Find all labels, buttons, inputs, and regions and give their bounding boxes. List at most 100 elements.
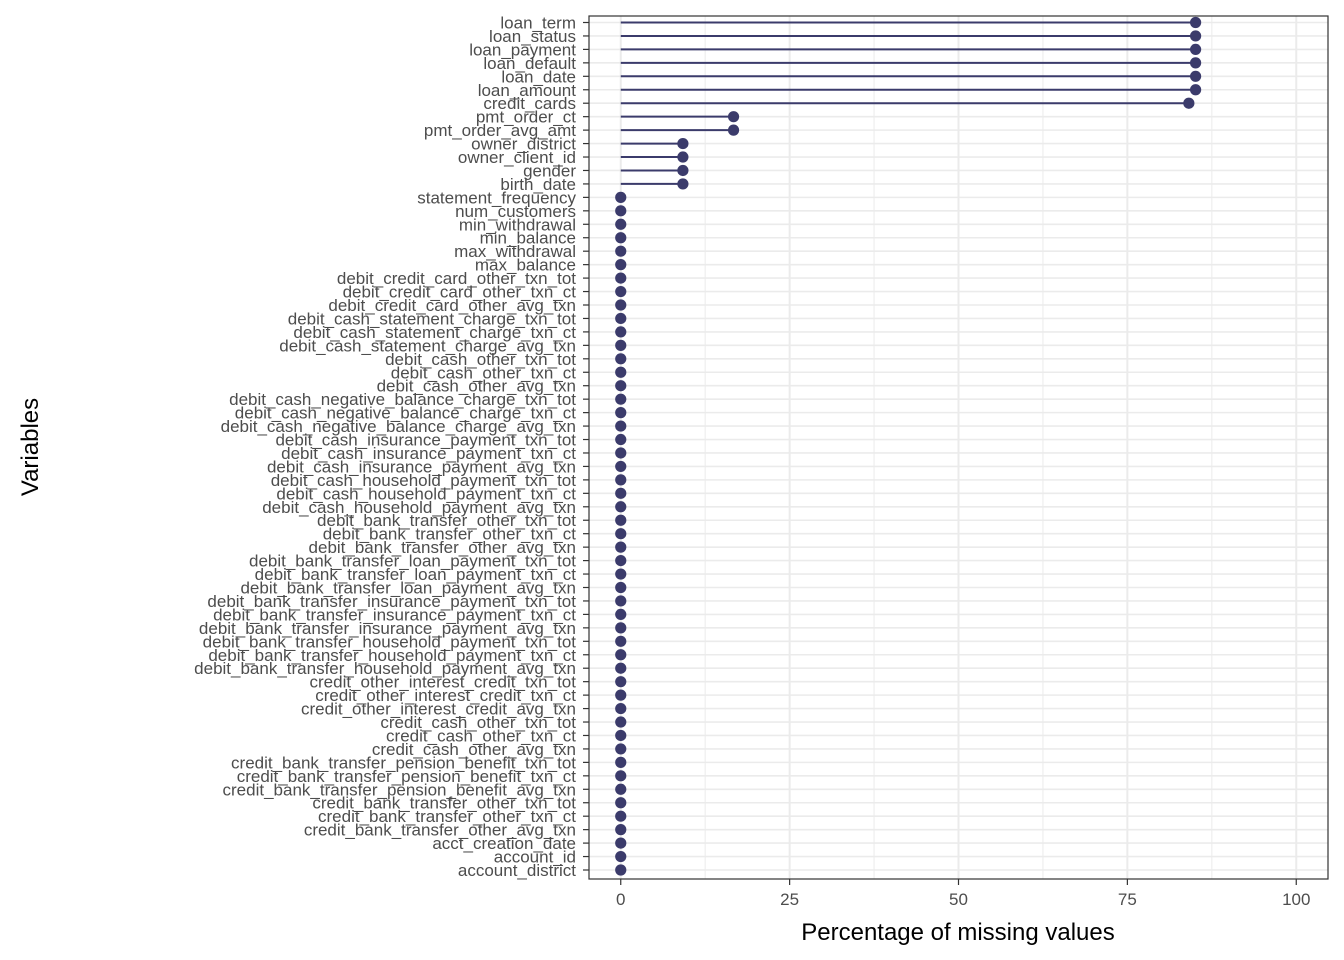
lollipop-point <box>615 514 627 526</box>
y-tick-label: acct_creation_date <box>432 834 576 853</box>
y-tick-label: debit_bank_transfer_loan_payment_avg_txn <box>240 579 576 598</box>
lollipop-point <box>615 380 627 392</box>
y-tick-label: credit_bank_transfer_other_txn_ct <box>318 807 576 826</box>
x-tick-label: 25 <box>780 890 799 909</box>
lollipop-point <box>727 124 740 136</box>
lollipop-point <box>615 702 627 715</box>
y-tick-label: credit_bank_transfer_other_avg_txn <box>304 821 576 840</box>
y-tick-label: loan_amount <box>478 81 577 100</box>
y-tick-label: debit_cash_insurance_payment_avg_txn <box>267 457 576 476</box>
lollipop-point <box>615 218 627 230</box>
y-tick-label: debit_bank_transfer_other_avg_txn <box>309 538 576 557</box>
lollipop-point <box>615 487 627 499</box>
lollipop-point <box>615 729 627 742</box>
lollipop-point <box>615 272 627 284</box>
lollipop-point <box>615 312 627 325</box>
lollipop-point <box>615 339 627 351</box>
y-tick-label: debit_cash_negative_balance_charge_txn_c… <box>235 404 576 423</box>
lollipop-point <box>615 810 627 822</box>
y-tick-label: loan_date <box>501 67 576 86</box>
y-tick-label: debit_credit_card_other_txn_ct <box>343 283 577 302</box>
y-tick-label: account_id <box>494 848 576 867</box>
lollipop-point <box>615 353 627 365</box>
lollipop-point <box>1190 16 1202 29</box>
y-tick-label: max_withdrawal <box>454 242 576 261</box>
y-tick-label: account_district <box>458 861 576 880</box>
x-tick-label: 75 <box>1118 890 1137 909</box>
y-tick-label: credit_cards <box>483 94 576 113</box>
lollipop-point <box>615 797 627 809</box>
lollipop-point <box>615 756 627 768</box>
lollipop-point <box>615 864 627 876</box>
y-tick-label: debit_cash_household_payment_txn_tot <box>271 471 577 490</box>
lollipop-point <box>615 568 627 580</box>
lollipop-point <box>615 232 627 244</box>
lollipop-point <box>1190 57 1202 69</box>
y-tick-label: owner_district <box>471 135 576 154</box>
lollipop-point <box>615 460 627 473</box>
y-tick-label: max_balance <box>475 256 576 275</box>
y-tick-label: debit_bank_transfer_insurance_payment_av… <box>199 619 576 638</box>
lollipop-point <box>615 191 627 203</box>
y-tick-label: debit_cash_other_avg_txn <box>377 377 576 396</box>
y-tick-label: debit_cash_statement_charge_txn_tot <box>288 309 577 328</box>
y-tick-label: credit_other_interest_credit_avg_txn <box>301 700 576 719</box>
y-tick-label: debit_bank_transfer_loan_payment_txn_ct <box>255 565 577 584</box>
lollipop-point <box>615 366 627 378</box>
lollipop-point <box>615 474 627 486</box>
lollipop-point <box>615 326 627 338</box>
y-tick-label: debit_cash_statement_charge_txn_ct <box>293 323 576 342</box>
lollipop-point <box>1190 30 1202 42</box>
y-tick-label: pmt_order_ct <box>476 108 576 127</box>
lollipop-point <box>615 259 627 271</box>
lollipop-point <box>615 824 627 836</box>
y-tick-label: num_customers <box>455 202 576 221</box>
lollipop-point <box>677 137 689 150</box>
y-tick-label: loan_term <box>500 14 576 33</box>
y-tick-label: pmt_order_avg_amt <box>424 121 576 140</box>
y-tick-label: debit_cash_insurance_payment_txn_tot <box>275 431 576 450</box>
lollipop-point <box>615 649 627 661</box>
lollipop-point <box>615 635 627 647</box>
lollipop-point <box>615 205 627 217</box>
y-tick-label: debit_bank_transfer_insurance_payment_tx… <box>213 605 576 624</box>
x-tick-label: 100 <box>1282 890 1310 909</box>
mark-layer <box>615 16 1202 876</box>
x-tick-label: 50 <box>949 890 968 909</box>
lollipop-point <box>677 164 689 177</box>
lollipop-point <box>615 393 627 405</box>
lollipop-point <box>615 299 627 311</box>
y-tick-label: statement_frequency <box>417 188 576 207</box>
y-tick-label: debit_cash_statement_charge_avg_txn <box>279 336 576 355</box>
lollipop-point <box>615 407 627 419</box>
y-tick-label: credit_bank_transfer_pension_benefit_txn… <box>231 753 576 772</box>
lollipop-point <box>615 554 627 567</box>
y-tick-label: gender <box>523 161 576 180</box>
y-tick-label: debit_bank_transfer_other_txn_tot <box>317 511 576 530</box>
lollipop-point <box>1190 70 1202 82</box>
lollipop-point <box>615 541 627 553</box>
lollipop-point <box>1190 43 1202 56</box>
lollipop-point <box>615 783 627 795</box>
y-tick-label: credit_other_interest_credit_txn_tot <box>310 673 577 692</box>
y-tick-label: credit_bank_transfer_pension_benefit_avg… <box>223 780 576 799</box>
lollipop-point <box>677 178 689 190</box>
lollipop-point <box>615 662 627 674</box>
lollipop-point <box>727 111 740 123</box>
y-tick-labels: loan_termloan_statusloan_paymentloan_def… <box>194 14 589 880</box>
lollipop-point <box>615 676 627 688</box>
lollipop-point <box>615 447 627 459</box>
lollipop-point <box>615 850 627 863</box>
y-tick-label: debit_cash_negative_balance_charge_avg_t… <box>221 417 576 436</box>
lollipop-point <box>677 151 689 163</box>
x-axis: 0 25 50 75 100 <box>616 879 1310 909</box>
y-tick-label: min_balance <box>480 229 576 248</box>
lollipop-point <box>615 608 627 621</box>
y-tick-label: birth_date <box>500 175 576 194</box>
y-tick-label: debit_credit_card_other_avg_txn <box>328 296 576 315</box>
lollipop-point <box>615 581 627 594</box>
lollipop-point <box>615 716 627 728</box>
y-tick-label: debit_credit_card_other_txn_tot <box>337 269 576 288</box>
y-tick-label: debit_bank_transfer_insurance_payment_tx… <box>207 592 576 611</box>
lollipop-point <box>615 689 627 701</box>
